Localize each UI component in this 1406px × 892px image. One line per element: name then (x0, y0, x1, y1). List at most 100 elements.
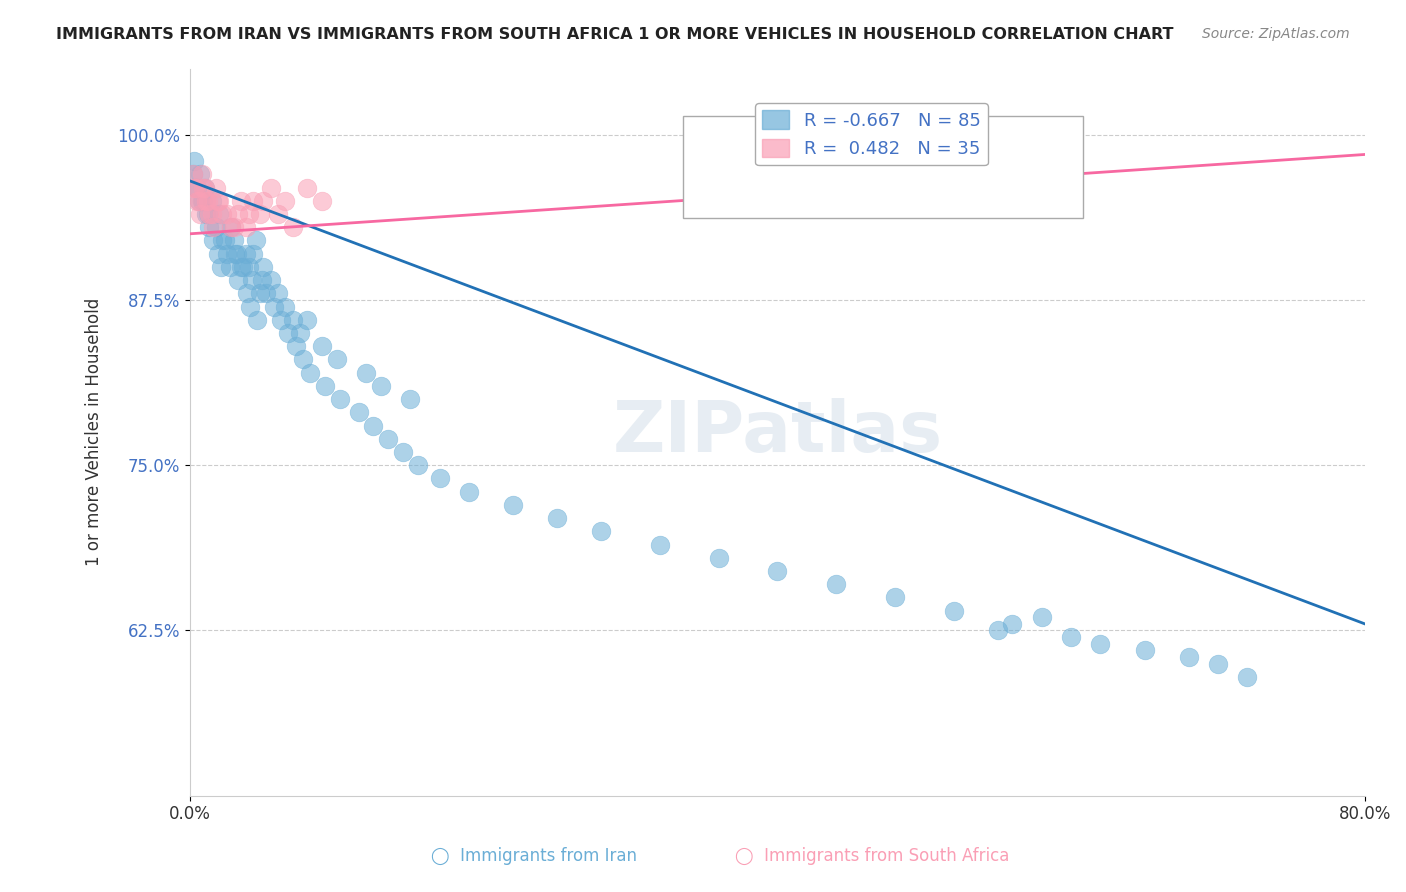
Point (311, 339, 333, 353)
Point (242, 246, 264, 260)
Point (201, 194, 224, 208)
Point (188, 207, 211, 221)
Point (297, 312, 319, 326)
Point (215, 246, 238, 260)
Point (194, 180, 217, 194)
Point (232, 260, 254, 274)
Point (267, 207, 290, 221)
Point (347, 405, 370, 419)
Point (707, 550, 730, 565)
Point (197, 207, 219, 221)
Text: ◯  Immigrants from South Africa: ◯ Immigrants from South Africa (734, 847, 1010, 865)
Point (1236, 670, 1258, 684)
Point (202, 220, 225, 235)
Point (284, 339, 307, 353)
Point (648, 537, 671, 551)
Point (207, 194, 229, 208)
FancyBboxPatch shape (683, 116, 1083, 218)
Point (502, 498, 524, 512)
Point (218, 260, 240, 274)
Point (288, 326, 311, 340)
Point (363, 418, 385, 433)
Point (224, 246, 246, 260)
Point (883, 591, 905, 605)
Point (274, 300, 297, 314)
Point (183, 154, 205, 169)
Point (208, 194, 231, 208)
Point (246, 312, 269, 326)
Point (190, 167, 212, 181)
Point (281, 220, 304, 235)
Point (186, 194, 208, 208)
Point (186, 180, 208, 194)
Point (222, 234, 245, 248)
Point (1060, 630, 1083, 644)
Point (205, 220, 228, 235)
Point (254, 286, 277, 301)
Point (195, 194, 218, 208)
Point (1133, 643, 1156, 657)
Point (235, 246, 257, 260)
Point (202, 234, 225, 248)
Point (245, 234, 267, 248)
Point (222, 220, 245, 235)
Point (195, 207, 218, 221)
Point (187, 194, 209, 208)
Point (198, 220, 221, 235)
Legend: R = -0.667   N = 85, R =  0.482   N = 35: R = -0.667 N = 85, R = 0.482 N = 35 (755, 103, 988, 165)
Point (231, 260, 253, 274)
Point (201, 207, 224, 221)
Text: ◯  Immigrants from Iran: ◯ Immigrants from Iran (432, 847, 637, 865)
Point (406, 458, 429, 473)
Point (249, 286, 271, 301)
Point (281, 312, 304, 326)
Point (238, 260, 260, 274)
Point (205, 180, 228, 194)
Point (238, 207, 260, 221)
Point (181, 167, 204, 181)
Point (1031, 167, 1053, 181)
Point (314, 379, 336, 393)
Point (252, 194, 274, 208)
Point (299, 366, 322, 380)
Point (219, 220, 242, 235)
Point (766, 564, 789, 578)
Point (263, 300, 285, 314)
Point (311, 194, 333, 208)
Point (429, 471, 451, 485)
Point (242, 194, 264, 208)
Point (240, 273, 263, 287)
Point (1031, 610, 1053, 624)
Text: IMMIGRANTS FROM IRAN VS IMMIGRANTS FROM SOUTH AFRICA 1 OR MORE VEHICLES IN HOUSE: IMMIGRANTS FROM IRAN VS IMMIGRANTS FROM … (56, 27, 1174, 42)
Point (270, 312, 292, 326)
Point (184, 180, 207, 194)
Point (181, 167, 204, 181)
Point (228, 273, 250, 287)
Point (326, 352, 349, 367)
Point (197, 194, 219, 208)
Point (209, 260, 232, 274)
Point (274, 194, 297, 208)
Point (1177, 649, 1199, 664)
Point (825, 577, 848, 591)
Point (458, 484, 481, 499)
Point (260, 180, 283, 194)
Point (219, 220, 242, 235)
Point (188, 167, 211, 181)
Point (198, 207, 221, 221)
Point (207, 246, 229, 260)
Point (191, 194, 214, 208)
Point (354, 366, 377, 380)
Point (546, 511, 568, 525)
Point (399, 392, 422, 406)
Y-axis label: 1 or more Vehicles in Household: 1 or more Vehicles in Household (86, 298, 103, 566)
Point (1090, 637, 1112, 651)
Point (250, 273, 273, 287)
Point (191, 180, 214, 194)
Point (194, 180, 217, 194)
Point (277, 326, 299, 340)
Point (211, 234, 233, 248)
Point (183, 180, 205, 194)
Point (591, 524, 613, 539)
Point (1206, 657, 1229, 671)
